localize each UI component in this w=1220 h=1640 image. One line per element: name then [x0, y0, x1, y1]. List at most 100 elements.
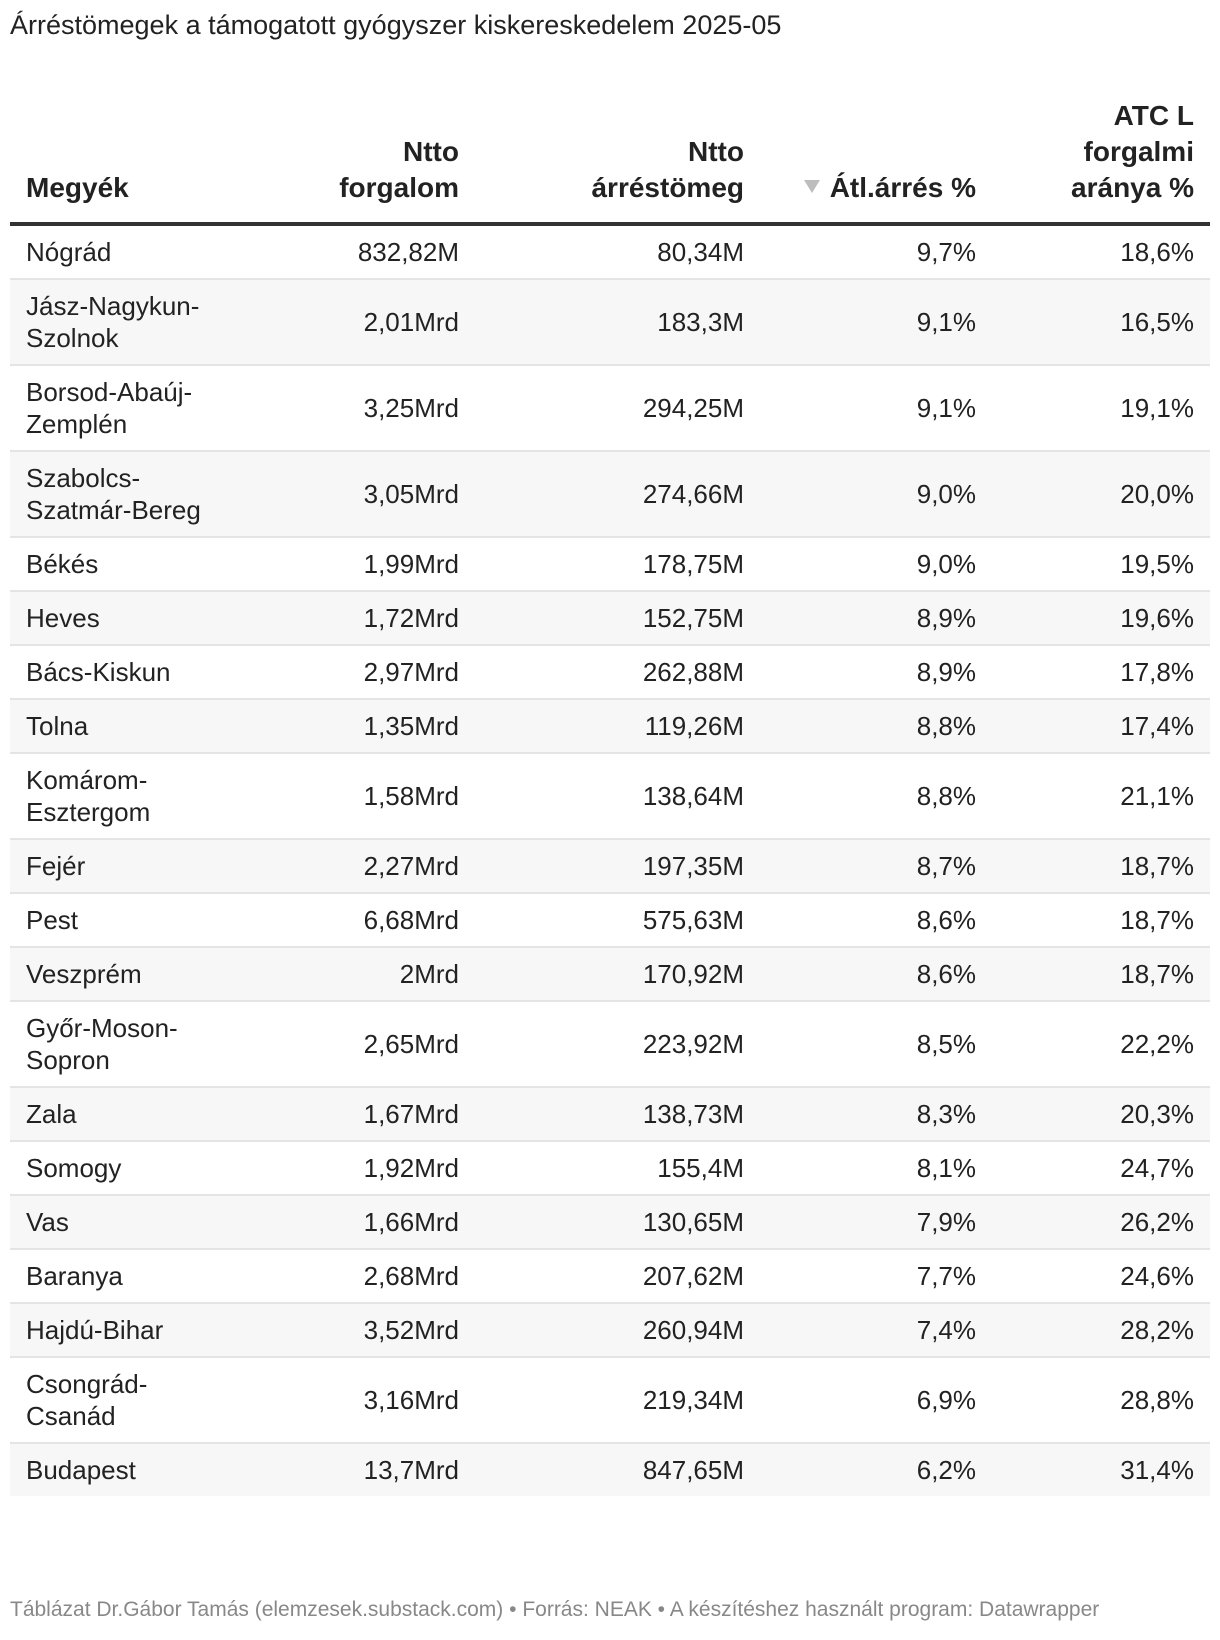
cell-atc-l-arany: 18,6%	[992, 224, 1210, 280]
cell-ntto-forgalom: 6,68Mrd	[275, 893, 475, 948]
table-row: Borsod-Abaúj-Zemplén 3,25Mrd 294,25M 9,1% 19…	[10, 365, 1210, 452]
cell-atl-arres: 8,5%	[760, 1001, 992, 1088]
cell-megye: Jász-Nagykun-Szolnok	[10, 279, 275, 366]
cell-ntto-arrestomeg: 575,63M	[475, 893, 760, 948]
county-name: Baranya	[26, 1261, 123, 1291]
cell-megye: Heves	[10, 591, 275, 646]
county-name: Csongrád-Csanád	[26, 1369, 148, 1431]
cell-megye: Győr-Moson-Sopron	[10, 1001, 275, 1088]
cell-atc-l-arany: 18,7%	[992, 839, 1210, 894]
county-name: Somogy	[26, 1153, 122, 1183]
county-name: Győr-Moson-Sopron	[26, 1013, 178, 1075]
cell-megye: Fejér	[10, 839, 275, 894]
cell-atl-arres: 8,8%	[760, 753, 992, 840]
cell-ntto-arrestomeg: 183,3M	[475, 279, 760, 366]
cell-atc-l-arany: 17,8%	[992, 645, 1210, 700]
cell-ntto-forgalom: 2Mrd	[275, 947, 475, 1002]
header-megyek[interactable]: Megyék	[10, 86, 275, 226]
cell-atc-l-arany: 24,7%	[992, 1141, 1210, 1196]
data-table: Megyék Ntto forgalom Ntto árréstömeg Átl.ár…	[10, 86, 1210, 1496]
table-row: Vas 1,66Mrd 130,65M 7,9% 26,2%	[10, 1195, 1210, 1250]
table-row: Szabolcs-Szatmár-Bereg 3,05Mrd 274,66M 9,0%…	[10, 451, 1210, 538]
county-name: Nógrád	[26, 237, 112, 267]
header-ntto-forgalom[interactable]: Ntto forgalom	[275, 86, 475, 226]
cell-atc-l-arany: 20,0%	[992, 451, 1210, 538]
county-name: Pest	[26, 905, 79, 935]
county-name: Szabolcs-Szatmár-Bereg	[26, 463, 201, 525]
cell-ntto-forgalom: 832,82M	[275, 224, 475, 280]
cell-megye: Somogy	[10, 1141, 275, 1196]
table-row: Tolna 1,35Mrd 119,26M 8,8% 17,4%	[10, 699, 1210, 754]
cell-atl-arres: 8,7%	[760, 839, 992, 894]
cell-megye: Veszprém	[10, 947, 275, 1002]
cell-ntto-arrestomeg: 152,75M	[475, 591, 760, 646]
cell-ntto-arrestomeg: 262,88M	[475, 645, 760, 700]
column-header-label: ATC L forgalmi aránya %	[1071, 100, 1194, 203]
table-row: Heves 1,72Mrd 152,75M 8,9% 19,6%	[10, 591, 1210, 646]
cell-ntto-arrestomeg: 223,92M	[475, 1001, 760, 1088]
cell-megye: Békés	[10, 537, 275, 592]
cell-atc-l-arany: 22,2%	[992, 1001, 1210, 1088]
column-header-label: Megyék	[26, 172, 129, 203]
cell-atc-l-arany: 28,8%	[992, 1357, 1210, 1444]
cell-atc-l-arany: 21,1%	[992, 753, 1210, 840]
cell-atl-arres: 7,9%	[760, 1195, 992, 1250]
table-row: Zala 1,67Mrd 138,73M 8,3% 20,3%	[10, 1087, 1210, 1142]
table-row: Bács-Kiskun 2,97Mrd 262,88M 8,9% 17,8%	[10, 645, 1210, 700]
cell-ntto-arrestomeg: 178,75M	[475, 537, 760, 592]
column-header-label: Ntto árréstömeg	[591, 136, 744, 203]
table-row: Csongrád-Csanád 3,16Mrd 219,34M 6,9% 28,8%	[10, 1357, 1210, 1444]
cell-ntto-arrestomeg: 130,65M	[475, 1195, 760, 1250]
cell-ntto-forgalom: 2,27Mrd	[275, 839, 475, 894]
cell-atc-l-arany: 24,6%	[992, 1249, 1210, 1304]
table-row: Komárom-Esztergom 1,58Mrd 138,64M 8,8% 21,1%	[10, 753, 1210, 840]
cell-ntto-arrestomeg: 138,73M	[475, 1087, 760, 1142]
cell-megye: Bács-Kiskun	[10, 645, 275, 700]
cell-atc-l-arany: 28,2%	[992, 1303, 1210, 1358]
cell-ntto-forgalom: 3,16Mrd	[275, 1357, 475, 1444]
cell-ntto-forgalom: 2,97Mrd	[275, 645, 475, 700]
cell-atl-arres: 9,7%	[760, 224, 992, 280]
cell-ntto-arrestomeg: 847,65M	[475, 1443, 760, 1496]
cell-ntto-arrestomeg: 138,64M	[475, 753, 760, 840]
cell-atc-l-arany: 31,4%	[992, 1443, 1210, 1496]
cell-atl-arres: 8,9%	[760, 591, 992, 646]
table-row: Fejér 2,27Mrd 197,35M 8,7% 18,7%	[10, 839, 1210, 894]
header-atl-arres[interactable]: Átl.árrés %	[760, 86, 992, 226]
cell-ntto-arrestomeg: 80,34M	[475, 224, 760, 280]
cell-ntto-forgalom: 1,92Mrd	[275, 1141, 475, 1196]
cell-megye: Tolna	[10, 699, 275, 754]
cell-megye: Hajdú-Bihar	[10, 1303, 275, 1358]
table-row: Békés 1,99Mrd 178,75M 9,0% 19,5%	[10, 537, 1210, 592]
cell-ntto-forgalom: 13,7Mrd	[275, 1443, 475, 1496]
cell-ntto-arrestomeg: 219,34M	[475, 1357, 760, 1444]
cell-ntto-arrestomeg: 197,35M	[475, 839, 760, 894]
header-ntto-arrestomeg[interactable]: Ntto árréstömeg	[475, 86, 760, 226]
table-row: Győr-Moson-Sopron 2,65Mrd 223,92M 8,5% 22,2%	[10, 1001, 1210, 1088]
cell-atc-l-arany: 16,5%	[992, 279, 1210, 366]
cell-ntto-forgalom: 3,05Mrd	[275, 451, 475, 538]
table-row: Veszprém 2Mrd 170,92M 8,6% 18,7%	[10, 947, 1210, 1002]
table-body: Nógrád 832,82M 80,34M 9,7% 18,6% Jász-Nagykun…	[10, 224, 1210, 1496]
county-name: Jász-Nagykun-Szolnok	[26, 291, 200, 353]
table-row: Baranya 2,68Mrd 207,62M 7,7% 24,6%	[10, 1249, 1210, 1304]
cell-atc-l-arany: 20,3%	[992, 1087, 1210, 1142]
county-name: Komárom-Esztergom	[26, 765, 151, 827]
column-header-label: Ntto forgalom	[339, 136, 459, 203]
table-row: Pest 6,68Mrd 575,63M 8,6% 18,7%	[10, 893, 1210, 948]
cell-ntto-forgalom: 2,65Mrd	[275, 1001, 475, 1088]
cell-megye: Borsod-Abaúj-Zemplén	[10, 365, 275, 452]
cell-ntto-forgalom: 1,72Mrd	[275, 591, 475, 646]
cell-ntto-forgalom: 1,66Mrd	[275, 1195, 475, 1250]
table-row: Somogy 1,92Mrd 155,4M 8,1% 24,7%	[10, 1141, 1210, 1196]
cell-ntto-arrestomeg: 260,94M	[475, 1303, 760, 1358]
table-row: Jász-Nagykun-Szolnok 2,01Mrd 183,3M 9,1% 16,…	[10, 279, 1210, 366]
cell-ntto-arrestomeg: 207,62M	[475, 1249, 760, 1304]
cell-ntto-arrestomeg: 294,25M	[475, 365, 760, 452]
table-row: Nógrád 832,82M 80,34M 9,7% 18,6%	[10, 224, 1210, 280]
county-name: Zala	[26, 1099, 77, 1129]
cell-megye: Nógrád	[10, 224, 275, 280]
sort-desc-icon[interactable]	[803, 180, 820, 193]
cell-atl-arres: 7,7%	[760, 1249, 992, 1304]
header-atc-l-arany[interactable]: ATC L forgalmi aránya %	[992, 86, 1210, 226]
